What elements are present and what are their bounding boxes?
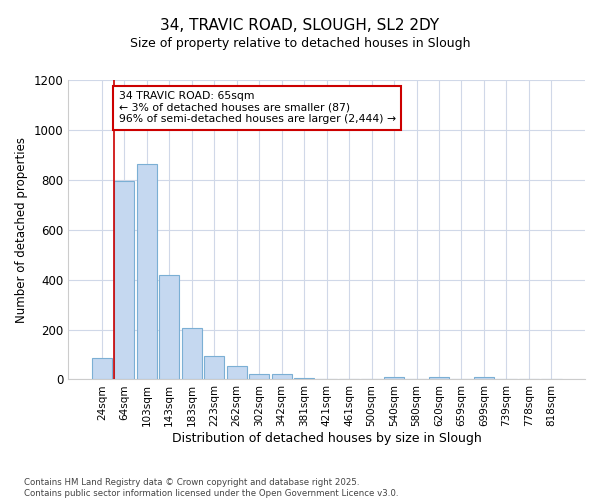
Bar xyxy=(204,356,224,380)
Bar xyxy=(249,374,269,380)
Bar xyxy=(272,374,292,380)
Text: 34 TRAVIC ROAD: 65sqm
← 3% of detached houses are smaller (87)
96% of semi-detac: 34 TRAVIC ROAD: 65sqm ← 3% of detached h… xyxy=(119,91,396,124)
X-axis label: Distribution of detached houses by size in Slough: Distribution of detached houses by size … xyxy=(172,432,481,445)
Bar xyxy=(384,378,404,380)
Bar xyxy=(182,328,202,380)
Text: Size of property relative to detached houses in Slough: Size of property relative to detached ho… xyxy=(130,38,470,51)
Bar xyxy=(474,378,494,380)
Bar xyxy=(429,378,449,380)
Text: Contains HM Land Registry data © Crown copyright and database right 2025.
Contai: Contains HM Land Registry data © Crown c… xyxy=(24,478,398,498)
Y-axis label: Number of detached properties: Number of detached properties xyxy=(15,136,28,322)
Bar xyxy=(114,181,134,380)
Bar xyxy=(294,378,314,380)
Text: 34, TRAVIC ROAD, SLOUGH, SL2 2DY: 34, TRAVIC ROAD, SLOUGH, SL2 2DY xyxy=(160,18,440,32)
Bar xyxy=(137,164,157,380)
Bar xyxy=(159,274,179,380)
Bar xyxy=(92,358,112,380)
Bar xyxy=(227,366,247,380)
